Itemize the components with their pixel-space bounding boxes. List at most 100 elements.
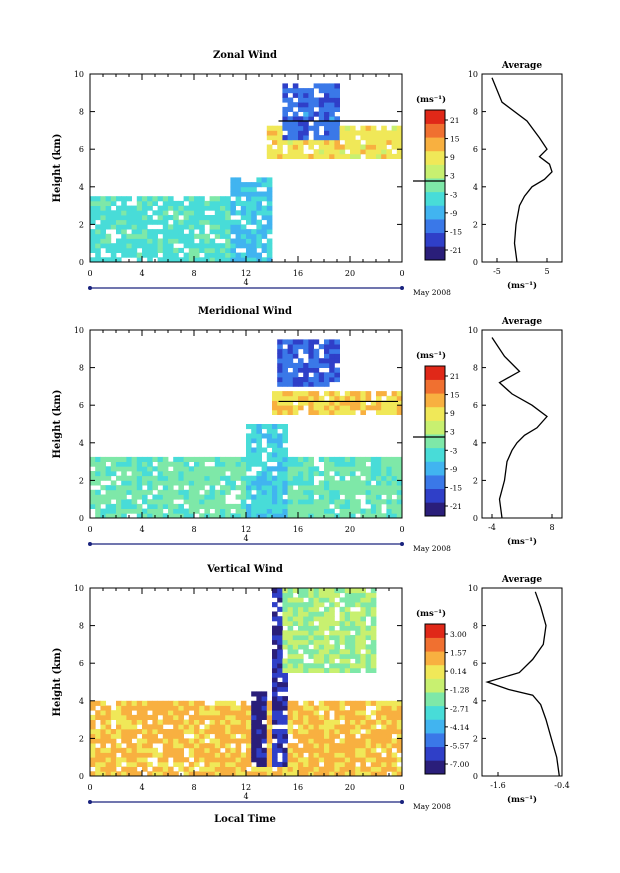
heatmap-cell: [334, 471, 340, 477]
y-tick-label: 0: [79, 772, 84, 781]
heatmap-cell: [298, 125, 304, 131]
heatmap-cell: [287, 471, 294, 477]
heatmap-cell: [168, 705, 174, 711]
heatmap-cell: [355, 658, 361, 664]
colorbar-frame: [424, 109, 446, 261]
heatmap-cell: [391, 409, 398, 415]
heatmap-cell: [256, 499, 262, 505]
heatmap-cell: [235, 224, 242, 230]
heatmap-cell: [246, 233, 252, 239]
heatmap-cell: [261, 757, 268, 763]
average-y-tick-label: 10: [468, 70, 478, 79]
heatmap-cell: [292, 644, 299, 650]
heatmap-cell: [272, 149, 278, 155]
heatmap-cell: [246, 424, 252, 430]
heatmap-cell: [225, 243, 231, 249]
heatmap-cell: [246, 219, 252, 225]
heatmap-cell: [220, 719, 226, 725]
heatmap-cell: [235, 233, 242, 239]
heatmap-cell: [365, 729, 372, 735]
heatmap-cell: [344, 592, 351, 598]
heatmap-cell: [246, 743, 252, 749]
heatmap-cell: [110, 757, 117, 763]
heatmap-cell: [298, 377, 304, 383]
heatmap-cell: [355, 466, 361, 472]
heatmap-cell: [121, 700, 127, 706]
heatmap-cell: [152, 247, 158, 253]
heatmap-cell: [235, 508, 242, 514]
heatmap-cell: [230, 186, 236, 192]
heatmap-cell: [303, 738, 309, 744]
heatmap-cell: [173, 503, 179, 509]
heatmap-cell: [324, 724, 330, 730]
heatmap-cell: [308, 766, 314, 772]
heatmap-cell: [272, 625, 278, 631]
heatmap-cell: [121, 224, 127, 230]
heatmap-cell: [329, 597, 335, 603]
heatmap-cell: [116, 710, 122, 716]
heatmap-cell: [100, 494, 106, 500]
heatmap-cell: [350, 733, 356, 739]
heatmap-cell: [344, 649, 351, 655]
heatmap-cell: [168, 461, 174, 467]
heatmap-cell: [303, 139, 309, 145]
heatmap-cell: [246, 182, 252, 188]
heatmap-cell: [298, 106, 304, 112]
heatmap-cell: [147, 252, 153, 258]
heatmap-cell: [266, 714, 273, 720]
heatmap-cell: [199, 747, 205, 753]
colorbar-tick-label: -5.57: [450, 741, 469, 750]
heatmap-cell: [131, 700, 138, 706]
heatmap-cell: [95, 494, 101, 500]
heatmap-cell: [152, 503, 158, 509]
heatmap-cell: [334, 480, 340, 486]
heatmap-cell: [272, 710, 278, 716]
heatmap-cell: [235, 766, 242, 772]
heatmap-cell: [220, 461, 226, 467]
heatmap-cell: [277, 766, 283, 772]
heatmap-cell: [313, 644, 320, 650]
heatmap-cell: [105, 757, 112, 763]
heatmap-cell: [339, 149, 346, 155]
heatmap-cell: [287, 611, 294, 617]
heatmap-cell: [277, 466, 283, 472]
heatmap-cell: [344, 733, 351, 739]
heatmap-cell: [235, 494, 242, 500]
heatmap-cell: [110, 210, 117, 216]
heatmap-cell: [329, 620, 335, 626]
heatmap-cell: [204, 480, 210, 486]
heatmap-cell: [344, 471, 351, 477]
y-tick-label: 2: [79, 734, 84, 743]
heatmap-cell: [386, 139, 392, 145]
heatmap-cell: [173, 238, 179, 244]
heatmap-cell: [277, 639, 283, 645]
heatmap-cell: [344, 489, 351, 495]
heatmap-cell: [162, 489, 169, 495]
heatmap-cell: [90, 729, 96, 735]
heatmap-cell: [188, 243, 195, 249]
heatmap-cell: [266, 424, 273, 430]
heatmap-cell: [303, 700, 309, 706]
heatmap-cell: [246, 475, 252, 481]
heatmap-cell: [303, 466, 309, 472]
heatmap-cell: [329, 372, 335, 378]
heatmap-cell: [282, 733, 288, 739]
heatmap-cell: [121, 766, 127, 772]
average-x-tick-label: 8: [549, 523, 554, 532]
heatmap-cell: [324, 658, 330, 664]
heatmap-cell: [298, 475, 304, 481]
heatmap-cell: [386, 766, 392, 772]
heatmap-cell: [142, 724, 148, 730]
heatmap-cell: [339, 499, 346, 505]
heatmap-cell: [95, 461, 101, 467]
heatmap-cell: [334, 88, 340, 94]
heatmap-cell: [350, 489, 356, 495]
heatmap-cell: [298, 639, 304, 645]
heatmap-cell: [235, 724, 242, 730]
heatmap-cell: [157, 761, 164, 767]
heatmap-cell: [131, 233, 138, 239]
heatmap-cell: [344, 503, 351, 509]
average-y-tick-label: 0: [473, 772, 478, 781]
